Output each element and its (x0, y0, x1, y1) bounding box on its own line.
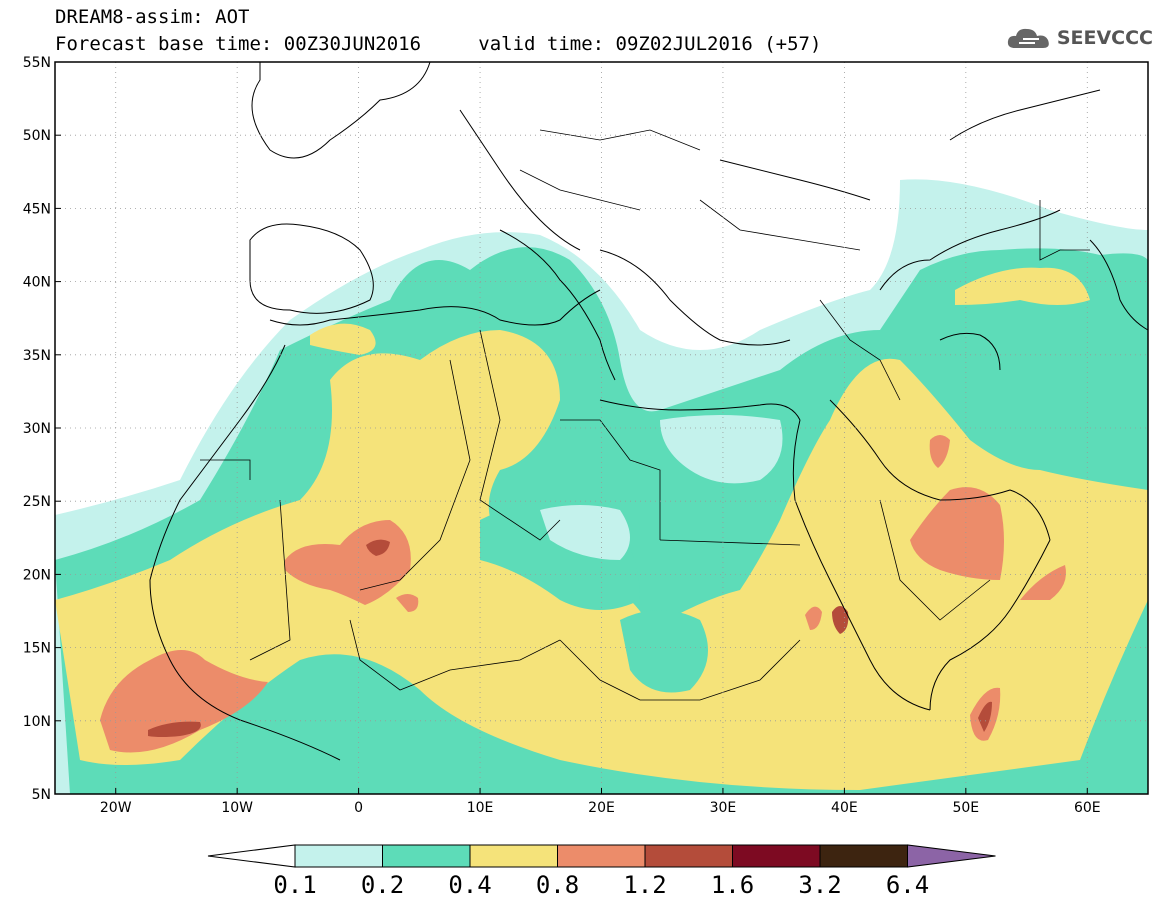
colorbar-segment (382, 844, 471, 868)
latitude-labels: 55N 50N 45N 40N 35N 30N 25N 20N 15N 10N 5N (23, 55, 61, 803)
colorbar-label: 6.4 (886, 871, 929, 899)
logo-text: SEEVCCC (1056, 27, 1153, 49)
lon-label: 10E (467, 800, 494, 816)
colorbar-segment (557, 844, 646, 868)
aot-level-0.8-niger (396, 594, 419, 612)
time-info: Forecast base time: 00Z30JUN2016 valid t… (55, 33, 821, 55)
aot-level-1.2-mali (366, 539, 390, 556)
colorbar-segment (644, 844, 733, 868)
lon-label: 20E (588, 800, 615, 816)
lat-label: 20N (23, 567, 51, 583)
colorbar-segment (469, 844, 558, 868)
colorbar-label: 0.2 (361, 871, 404, 899)
coastlines (149, 61, 1149, 761)
aot-level-0.2-hole-sudan (620, 610, 708, 693)
colorbar-segment (732, 844, 821, 868)
lat-label: 10N (23, 714, 51, 730)
lon-label: 0 (354, 800, 363, 816)
lat-label: 45N (23, 201, 51, 217)
map-title: DREAM8-assim: AOT (55, 6, 250, 28)
aot-level-0.8-arabia (910, 487, 1004, 580)
colorbar: 0.1 0.2 0.4 0.8 1.2 1.6 3.2 6.4 (207, 844, 996, 899)
colorbar-label: 0.4 (448, 871, 491, 899)
aot-level-0.4-caspian (955, 267, 1090, 305)
colorbar-arrow-left (207, 844, 296, 868)
aot-level-0.1-hole-egypt (660, 415, 783, 484)
colorbar-label: 0.1 (273, 871, 316, 899)
borders (200, 129, 1090, 701)
colorbar-segment (294, 844, 383, 868)
colorbar-arrow-right (907, 844, 996, 868)
lon-label: 20W (100, 800, 132, 816)
colorbar-label: 1.2 (623, 871, 666, 899)
aot-level-0.8-oman (1020, 565, 1066, 600)
colorbar-label: 1.6 (711, 871, 754, 899)
colorbar-segment (819, 844, 908, 868)
valid-time: valid time: 09Z02JUL2016 (+57) (478, 33, 822, 55)
aot-field (55, 179, 1148, 794)
lon-label: 30E (710, 800, 737, 816)
aot-level-0.8-westafrica (100, 650, 268, 753)
map-grid (55, 61, 1148, 795)
cloud-icon (1007, 28, 1049, 48)
aot-level-0.8-gulf (929, 435, 950, 468)
lat-label: 40N (23, 275, 51, 291)
colorbar-label: 3.2 (798, 871, 841, 899)
lat-label: 50N (23, 128, 51, 144)
seevccc-logo: SEEVCCC (1005, 24, 1153, 52)
longitude-labels: 20W 10W 0 10E 20E 30E 40E 50E 60E (100, 788, 1101, 816)
aot-level-0.8-eritrea (805, 606, 822, 630)
lon-label: 10W (221, 800, 253, 816)
aot-level-1.2-somalia (978, 701, 992, 732)
lat-label: 35N (23, 348, 51, 364)
lat-label: 55N (23, 55, 51, 71)
aot-level-1.2-guinea (148, 721, 201, 737)
aot-level-0.1-hole-libya (540, 505, 630, 560)
aot-level-0.4-iberia (310, 323, 376, 355)
forecast-base-time: Forecast base time: 00Z30JUN2016 (55, 33, 422, 55)
lat-label: 25N (23, 494, 51, 510)
aot-level-0.4 (55, 330, 1148, 790)
lat-label: 5N (32, 787, 51, 803)
lat-label: 30N (23, 421, 51, 437)
lat-label: 15N (23, 641, 51, 657)
lon-label: 40E (831, 800, 858, 816)
colorbar-label: 0.8 (536, 871, 579, 899)
lon-label: 50E (952, 800, 979, 816)
lon-label: 60E (1074, 800, 1101, 816)
